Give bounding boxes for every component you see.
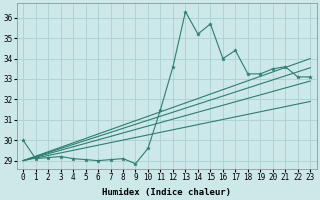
X-axis label: Humidex (Indice chaleur): Humidex (Indice chaleur): [102, 188, 231, 197]
